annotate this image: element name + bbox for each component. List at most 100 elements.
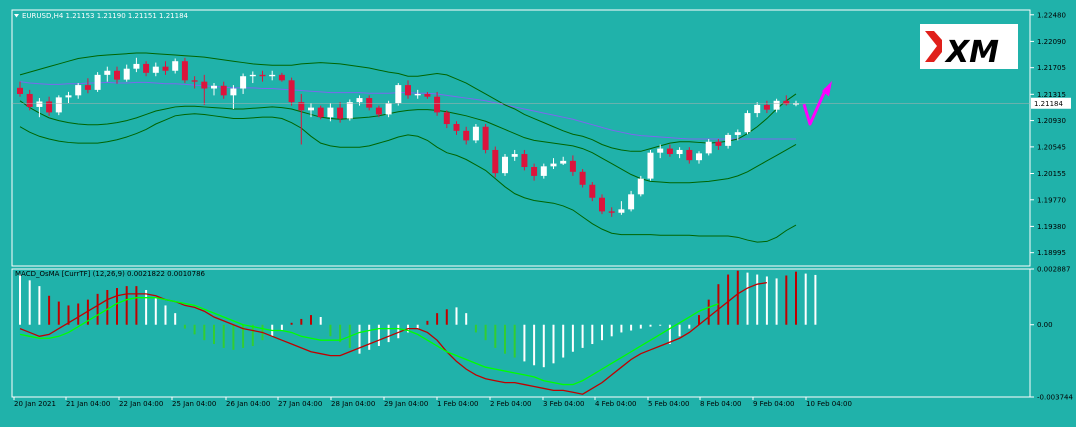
candle-body xyxy=(482,126,489,150)
main-panel-frame xyxy=(11,9,1031,267)
candle-bull xyxy=(754,102,761,118)
candle-bull xyxy=(211,83,217,96)
symbol-menu-icon[interactable] xyxy=(14,14,19,18)
forecast-arrow-head xyxy=(822,81,832,97)
candle-body xyxy=(133,63,140,69)
y-tick-label: 1.22090 xyxy=(1037,38,1066,46)
candle-body xyxy=(375,107,382,115)
candle-body xyxy=(793,103,799,105)
candle-bull xyxy=(637,175,644,197)
candle-bull xyxy=(657,144,664,159)
candle-bear xyxy=(608,207,615,217)
candle-body xyxy=(472,126,479,141)
x-tick-label: 2 Feb 04:00 xyxy=(490,400,531,408)
candle-bull xyxy=(327,103,334,122)
candle-body xyxy=(754,104,761,114)
candle-bear xyxy=(220,81,227,99)
candle-bear xyxy=(317,105,324,120)
candle-bear xyxy=(453,121,460,135)
candle-body xyxy=(191,80,198,82)
candle-body xyxy=(104,70,111,75)
bollinger-upper-line xyxy=(19,52,797,152)
candle-bull xyxy=(269,70,276,81)
candle-bull xyxy=(540,163,547,179)
x-tick-label: 25 Jan 04:00 xyxy=(172,400,216,408)
candle-body xyxy=(637,178,644,195)
x-tick-label: 8 Feb 04:00 xyxy=(700,400,741,408)
y-tick-label: 1.20545 xyxy=(1037,143,1066,151)
candle-body xyxy=(278,74,285,81)
candle-body xyxy=(220,85,227,96)
candle-bear xyxy=(191,76,198,89)
y-tick-label: 1.19770 xyxy=(1037,196,1066,204)
candle-bear xyxy=(763,100,770,114)
candle-body xyxy=(211,85,217,89)
candle-body xyxy=(502,156,508,174)
candle-bear xyxy=(434,91,441,116)
candle-bull xyxy=(240,73,247,94)
candle-body xyxy=(725,134,732,146)
candle-bull xyxy=(104,66,111,82)
candle-bull xyxy=(734,129,741,141)
candle-body xyxy=(356,98,363,103)
candle-bear xyxy=(599,194,605,215)
osc-tick-label: 0.002887 xyxy=(1037,266,1070,274)
candle-bear xyxy=(463,126,470,145)
candle-body xyxy=(579,171,586,185)
candle-body xyxy=(230,88,237,96)
candle-bear xyxy=(298,93,305,145)
candle-body xyxy=(181,61,188,81)
xm-logo-mark xyxy=(925,31,942,62)
candle-bear xyxy=(143,61,150,77)
y-tick-label: 1.19380 xyxy=(1037,223,1066,231)
x-tick-label: 5 Feb 04:00 xyxy=(648,400,689,408)
candle-bear xyxy=(114,66,120,84)
candle-bull xyxy=(123,64,130,82)
x-tick-label: 26 Jan 04:00 xyxy=(226,400,270,408)
candle-bear xyxy=(288,77,295,106)
candle-body xyxy=(647,152,654,179)
x-tick-label: 1 Feb 04:00 xyxy=(437,400,478,408)
y-tick-label: 1.20930 xyxy=(1037,117,1066,125)
candle-body xyxy=(783,100,790,105)
x-tick-label: 28 Jan 04:00 xyxy=(331,400,375,408)
candle-body xyxy=(734,132,741,135)
candle-body xyxy=(521,154,528,168)
candle-bear xyxy=(424,91,431,99)
candle-bear xyxy=(375,105,382,118)
candle-bear xyxy=(492,146,499,178)
candle-body xyxy=(114,70,120,80)
candle-bear xyxy=(26,89,33,111)
candle-bull xyxy=(773,98,780,113)
candle-bear xyxy=(482,124,489,154)
candle-body xyxy=(84,85,91,90)
candles xyxy=(17,57,799,217)
candle-body xyxy=(55,97,62,113)
candle-body xyxy=(560,160,567,164)
candle-bear xyxy=(579,169,586,188)
candle-bear xyxy=(278,72,285,82)
candle-bull xyxy=(75,83,82,99)
candle-bear xyxy=(443,110,450,129)
candle-body xyxy=(17,87,23,94)
candle-body xyxy=(424,93,431,97)
xm-logo-text: XM xyxy=(944,35,999,70)
candle-body xyxy=(288,80,295,103)
candle-body xyxy=(65,95,72,98)
candle-bull xyxy=(133,57,140,73)
candle-bull xyxy=(395,83,402,106)
candle-bear xyxy=(589,182,596,202)
candle-body xyxy=(463,130,470,141)
candle-body xyxy=(298,102,305,111)
candle-bull xyxy=(725,132,732,149)
candle-body xyxy=(337,107,344,119)
candle-body xyxy=(143,63,150,73)
candle-bear xyxy=(84,78,91,94)
y-tick-label: 1.21315 xyxy=(1037,91,1066,99)
candle-body xyxy=(308,107,314,111)
candle-body xyxy=(666,148,673,155)
y-tick-label: 1.18995 xyxy=(1037,249,1066,257)
y-tick-label: 1.22480 xyxy=(1037,11,1066,19)
candle-body xyxy=(589,184,596,198)
